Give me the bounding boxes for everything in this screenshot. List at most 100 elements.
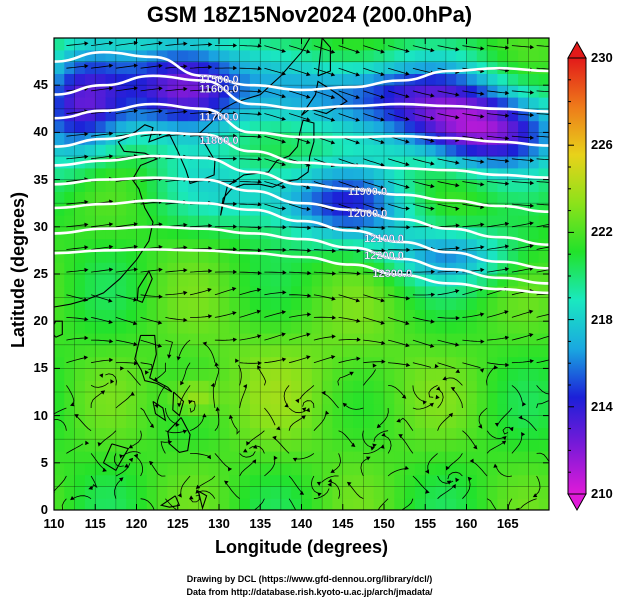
streamline-arrow (157, 343, 163, 348)
colorbar-tick-label: 226 (591, 137, 613, 153)
streamline (313, 67, 332, 75)
streamline-arrow (555, 67, 559, 71)
streamline (338, 339, 358, 341)
streamline-arrow (307, 248, 312, 253)
x-tick-label: 160 (455, 516, 478, 531)
streamline-arrow (555, 45, 559, 49)
streamline (437, 203, 456, 209)
streamline (214, 339, 234, 341)
streamline (487, 337, 506, 341)
streamline (165, 407, 177, 425)
streamline-arrow (330, 117, 336, 122)
streamline (377, 498, 389, 510)
streamline-arrow (180, 380, 185, 386)
streamline (115, 269, 135, 273)
streamline (190, 315, 209, 318)
streamline (310, 475, 319, 494)
streamline (462, 203, 481, 208)
streamline-arrow (356, 337, 361, 342)
streamline-arrow (450, 387, 456, 392)
streamline (536, 113, 549, 115)
streamline (189, 400, 196, 413)
streamline (165, 111, 184, 114)
streamline-arrow (133, 361, 139, 366)
streamline (91, 42, 110, 46)
streamline-arrow (284, 403, 289, 408)
streamline-arrow (100, 390, 106, 395)
streamline (115, 87, 135, 92)
streamline-arrow (202, 413, 207, 418)
streamline-arrow (257, 202, 262, 207)
streamline (264, 407, 276, 426)
streamline (388, 362, 407, 366)
streamline-arrow (555, 181, 559, 185)
streamline (412, 90, 432, 96)
streamline-arrow (109, 40, 114, 46)
streamline (487, 311, 506, 318)
streamline (401, 498, 414, 510)
streamline-arrow (330, 49, 336, 54)
streamline-arrow (133, 297, 138, 302)
streamline (105, 373, 117, 386)
y-tick-label: 30 (33, 218, 48, 234)
streamline-arrow (330, 469, 335, 473)
streamline (214, 288, 233, 296)
streamline-arrow (430, 138, 435, 143)
coastline-segment (136, 270, 153, 304)
streamline-arrow (505, 362, 510, 368)
height-contour (54, 225, 549, 285)
streamline (338, 45, 357, 52)
streamline (363, 90, 382, 98)
streamline (66, 224, 85, 228)
streamline (239, 387, 247, 409)
streamline (156, 385, 166, 405)
streamline-arrow (380, 94, 385, 99)
streamline (487, 246, 506, 250)
streamline (140, 133, 160, 137)
streamline-arrow (70, 510, 74, 514)
colorbar-tick-label: 214 (591, 398, 613, 414)
y-axis-label: Latitude (degrees) (8, 191, 28, 349)
streamline-arrow (405, 362, 411, 367)
streamline-arrow (257, 156, 262, 161)
streamline-arrow (380, 117, 385, 122)
streamline-arrow (210, 382, 215, 388)
streamline-arrow (233, 224, 238, 229)
streamline (288, 203, 308, 210)
streamline (140, 178, 160, 182)
x-tick-label: 140 (290, 516, 313, 531)
streamline (412, 385, 424, 402)
streamline-arrow (84, 41, 89, 46)
streamline-arrow (183, 268, 188, 273)
streamline-arrow (480, 245, 485, 250)
streamline-arrow (530, 135, 535, 140)
streamline-arrow (330, 72, 336, 77)
streamline (388, 226, 407, 228)
streamline-arrow (183, 245, 188, 250)
streamline (363, 294, 382, 301)
streamline-arrow (84, 199, 89, 205)
streamline-arrow (119, 454, 124, 459)
streamline (253, 498, 265, 510)
streamline (338, 249, 358, 252)
streamline (387, 468, 406, 477)
streamline (299, 385, 315, 400)
height-contour (54, 154, 549, 213)
streamline (437, 317, 457, 319)
streamline-arrow (233, 156, 238, 161)
streamline (387, 45, 407, 52)
streamline (462, 480, 471, 499)
streamline (313, 45, 332, 52)
streamline-arrow (158, 63, 163, 69)
contour-label: 11900.0 (348, 186, 387, 198)
streamline (437, 415, 451, 431)
coastline-segment (54, 38, 311, 308)
streamline (115, 317, 134, 324)
streamline-arrow (522, 401, 527, 407)
streamline-arrow (195, 489, 200, 494)
x-tick-label: 165 (496, 516, 519, 531)
streamline-arrow (478, 424, 483, 429)
streamline-arrow (109, 63, 114, 68)
streamline-arrow (530, 158, 535, 163)
streamline (66, 111, 85, 114)
